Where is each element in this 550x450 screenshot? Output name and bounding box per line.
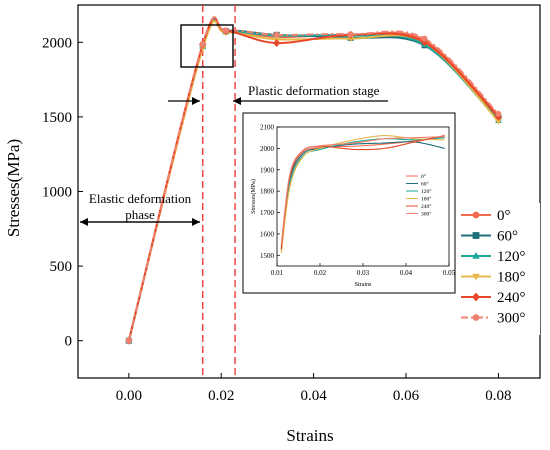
data-point bbox=[347, 36, 354, 43]
inset-x-tick-label: 0.01 bbox=[271, 269, 284, 277]
x-tick-label: 0.08 bbox=[485, 388, 511, 404]
zoom-box bbox=[180, 24, 234, 68]
inset-legend-label: 180° bbox=[421, 196, 431, 203]
y-tick-label: 0 bbox=[65, 334, 73, 350]
x-tick-label: 0.06 bbox=[393, 388, 420, 404]
inset-legend-label: 120° bbox=[421, 188, 431, 195]
elastic-phase-label-line2: phase bbox=[125, 207, 155, 222]
inset-x-axis-label: Strains bbox=[355, 282, 372, 288]
legend-marker bbox=[472, 232, 480, 239]
inset-series-line bbox=[280, 136, 445, 245]
y-tick-label: 1000 bbox=[42, 185, 72, 201]
inset-series-line bbox=[280, 137, 445, 249]
legend-marker bbox=[472, 211, 480, 219]
y-tick-label: 500 bbox=[50, 259, 73, 275]
data-point bbox=[495, 118, 502, 125]
x-tick-label: 0.02 bbox=[208, 388, 234, 404]
inset-y-tick-label: 1500 bbox=[260, 252, 275, 260]
data-point bbox=[347, 31, 354, 38]
data-point bbox=[199, 40, 206, 47]
y-tick-label: 2000 bbox=[42, 35, 72, 51]
data-point bbox=[273, 31, 280, 38]
plastic-stage-label: Plastic deformation stage bbox=[248, 83, 380, 98]
data-point bbox=[421, 35, 428, 42]
legend: 0° 60° 120° 180° 240° 300° bbox=[457, 203, 540, 335]
legend-label: 300° bbox=[497, 311, 526, 327]
inset-plot: 0.01 0.02 0.03 0.04 0.05 1500 1600 1700 1800 1900… bbox=[242, 112, 456, 294]
data-point bbox=[273, 39, 281, 47]
inset-legend-label: 300° bbox=[421, 211, 431, 218]
legend-marker bbox=[471, 292, 481, 302]
legend-label: 120° bbox=[497, 249, 526, 265]
inset-y-tick-label: 1800 bbox=[260, 188, 275, 196]
inset-legend-label: 240° bbox=[421, 203, 431, 210]
y-axis-label: Stresses(MPa) bbox=[4, 139, 23, 237]
legend-background bbox=[457, 203, 540, 335]
data-point bbox=[495, 110, 502, 117]
inset-y-tick-label: 1600 bbox=[260, 230, 275, 238]
legend-marker bbox=[472, 314, 480, 321]
data-point bbox=[222, 27, 229, 34]
inset-x-tick-label: 0.03 bbox=[357, 269, 370, 277]
y-tick-label: 1500 bbox=[42, 110, 72, 126]
legend-label: 0° bbox=[497, 208, 511, 224]
legend-label: 180° bbox=[497, 270, 526, 286]
inset-y-tick-label: 1900 bbox=[260, 166, 275, 174]
elastic-arrow-right-head bbox=[192, 218, 200, 226]
x-tick-label: 0.04 bbox=[300, 388, 327, 404]
inset-y-tick-label: 2100 bbox=[260, 124, 275, 132]
legend-marker bbox=[472, 251, 480, 259]
inset-x-tick-label: 0.05 bbox=[443, 269, 456, 277]
main-plot-area: 0.00 0.02 0.04 0.06 0.08 0 500 1000 1500 2000 bbox=[42, 4, 541, 404]
x-axis-label: Strains bbox=[286, 426, 333, 445]
data-point bbox=[125, 337, 132, 344]
inset-y-axis-label: Stresses(MPa) bbox=[250, 179, 257, 214]
x-tick-label: 0.00 bbox=[116, 388, 142, 404]
inset-y-tick-label: 2000 bbox=[260, 145, 275, 153]
inset-x-tick-label: 0.04 bbox=[400, 269, 413, 277]
legend-label: 240° bbox=[497, 290, 526, 306]
plastic-arrow-right-head bbox=[192, 97, 200, 105]
series-line bbox=[127, 16, 500, 341]
inset-x-tick-label: 0.02 bbox=[314, 269, 327, 277]
annotations: Elastic deformation phase Plastic deform… bbox=[89, 83, 380, 222]
inset-y-tick-label: 1700 bbox=[260, 209, 275, 217]
plastic-arrow-left-head bbox=[233, 97, 241, 105]
legend-label: 60° bbox=[497, 229, 518, 245]
legend-marker bbox=[472, 273, 480, 281]
elastic-phase-label-line1: Elastic deformation bbox=[89, 191, 192, 206]
inset-legend-label: 60° bbox=[421, 181, 429, 188]
inset-legend-label: 0° bbox=[421, 173, 426, 180]
